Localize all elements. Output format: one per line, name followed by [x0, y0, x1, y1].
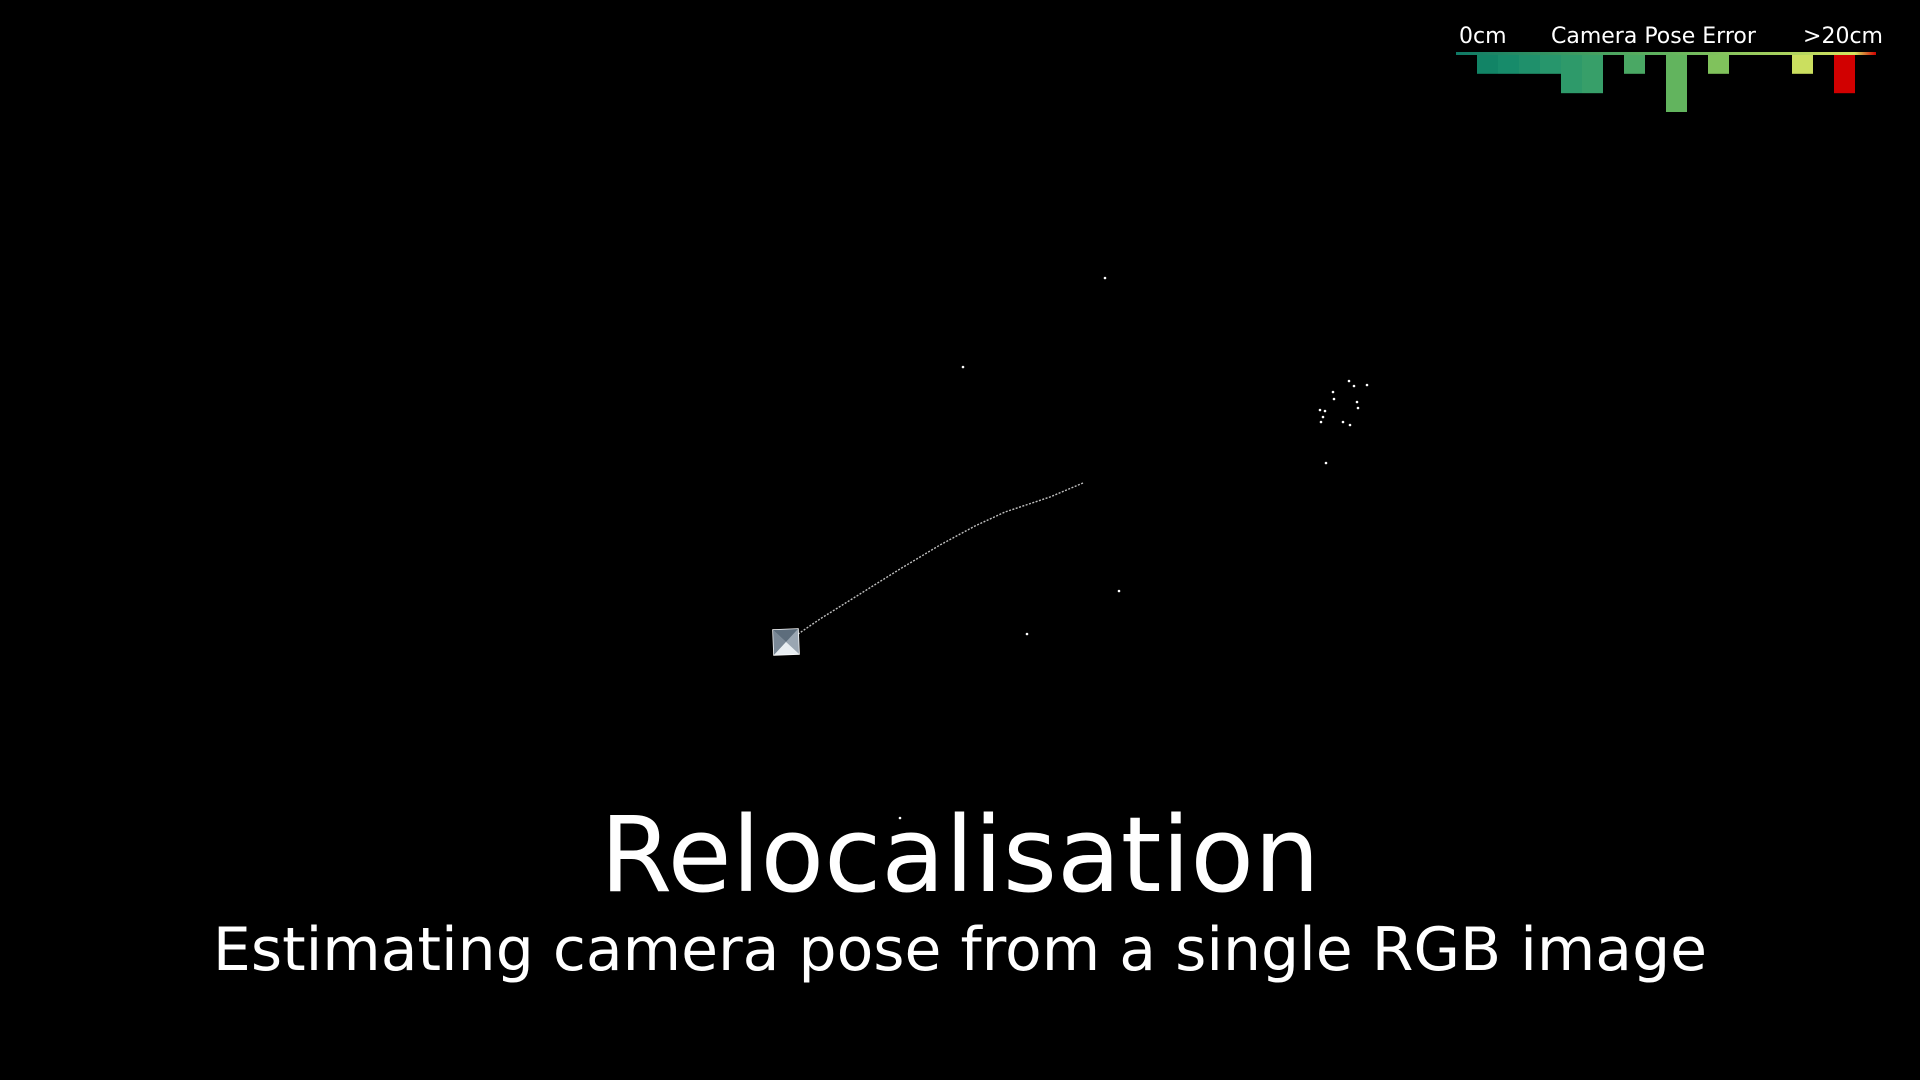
histogram-bar — [1561, 55, 1582, 94]
camera-frustum-icon — [772, 628, 800, 656]
legend-min-label: 0cm — [1459, 24, 1507, 49]
histogram-bar — [1792, 55, 1813, 74]
histogram-bar — [1498, 55, 1519, 74]
scene-point — [1365, 383, 1369, 387]
error-histogram — [1456, 52, 1876, 112]
histogram-bar — [1624, 55, 1645, 74]
legend-max-label: >20cm — [1803, 24, 1883, 49]
page-subtitle: Estimating camera pose from a single RGB… — [212, 915, 1708, 985]
scene-point — [1025, 632, 1029, 636]
scene-point — [1352, 384, 1356, 388]
histogram-bar — [1519, 55, 1540, 74]
histogram-bar — [1708, 55, 1729, 74]
camera-trajectory — [784, 482, 1084, 644]
scene-point — [1323, 409, 1327, 413]
scene-point — [1347, 379, 1351, 383]
scene-point — [1332, 397, 1336, 401]
scene-point — [1103, 276, 1107, 280]
page-title: Relocalisation — [600, 794, 1320, 916]
histogram-bar — [1666, 55, 1687, 112]
scene-point — [1117, 589, 1121, 593]
scene-point — [961, 365, 965, 369]
histogram-bar — [1540, 55, 1561, 74]
histogram-bar — [1834, 55, 1855, 94]
scene-point — [1356, 406, 1360, 410]
scene-point — [1321, 415, 1325, 419]
scene-point — [1318, 408, 1322, 412]
legend-title: Camera Pose Error — [1551, 24, 1756, 49]
scene-point — [1341, 420, 1345, 424]
scene-point — [898, 816, 902, 820]
scene-point-cloud — [898, 276, 1369, 820]
scene-point — [1331, 390, 1335, 394]
histogram-baseline — [1456, 52, 1876, 55]
camera-pose-error-legend: 0cm Camera Pose Error >20cm — [1456, 22, 1886, 122]
scene-point — [1324, 461, 1328, 465]
scene-point — [1348, 423, 1352, 427]
scene-point — [1319, 420, 1323, 424]
histogram-bar — [1477, 55, 1498, 74]
scene-point — [1355, 400, 1359, 404]
histogram-bar — [1582, 55, 1603, 94]
